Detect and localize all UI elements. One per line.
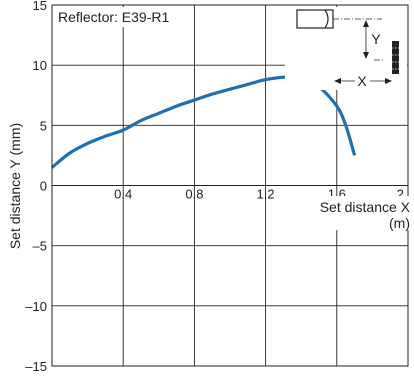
x-arrow-left bbox=[334, 78, 341, 84]
y-tick-label: 0 bbox=[40, 179, 47, 194]
sensor-icon bbox=[296, 9, 334, 29]
y-tick-label: 15 bbox=[33, 0, 47, 13]
y-arrow-up bbox=[363, 20, 369, 27]
y-tick-label: –5 bbox=[33, 239, 47, 254]
plot-frame bbox=[51, 4, 409, 367]
y-tick-label: –10 bbox=[25, 299, 47, 314]
x-label-background-diagram bbox=[355, 73, 370, 89]
y-tick-label: 5 bbox=[40, 118, 47, 133]
y-arrow-down bbox=[363, 52, 369, 59]
reflector-icon bbox=[392, 41, 399, 74]
y-label-background bbox=[370, 29, 382, 47]
setup-diagram: Y X bbox=[285, 7, 407, 90]
x-axis-label: Set distance X bbox=[320, 199, 411, 215]
title-background bbox=[54, 7, 192, 27]
x-label-background bbox=[304, 196, 410, 230]
x-tick-label: 1.2 bbox=[257, 187, 275, 202]
chart-title: Reflector: E39-R1 bbox=[58, 9, 169, 25]
diagram-x-label: X bbox=[357, 73, 367, 89]
x-arrow-right bbox=[385, 78, 392, 84]
diagram-y-label: Y bbox=[371, 31, 381, 47]
y-tick-label: 10 bbox=[33, 58, 47, 73]
x-tick-label: 0.8 bbox=[185, 187, 203, 202]
x-tick-label: 2 bbox=[397, 187, 404, 202]
y-axis-label: Set distance Y (mm) bbox=[7, 123, 23, 249]
x-axis-unit: (m) bbox=[389, 215, 410, 231]
y-tick-label: –15 bbox=[25, 359, 47, 374]
x-tick-label: 0.4 bbox=[114, 187, 132, 202]
